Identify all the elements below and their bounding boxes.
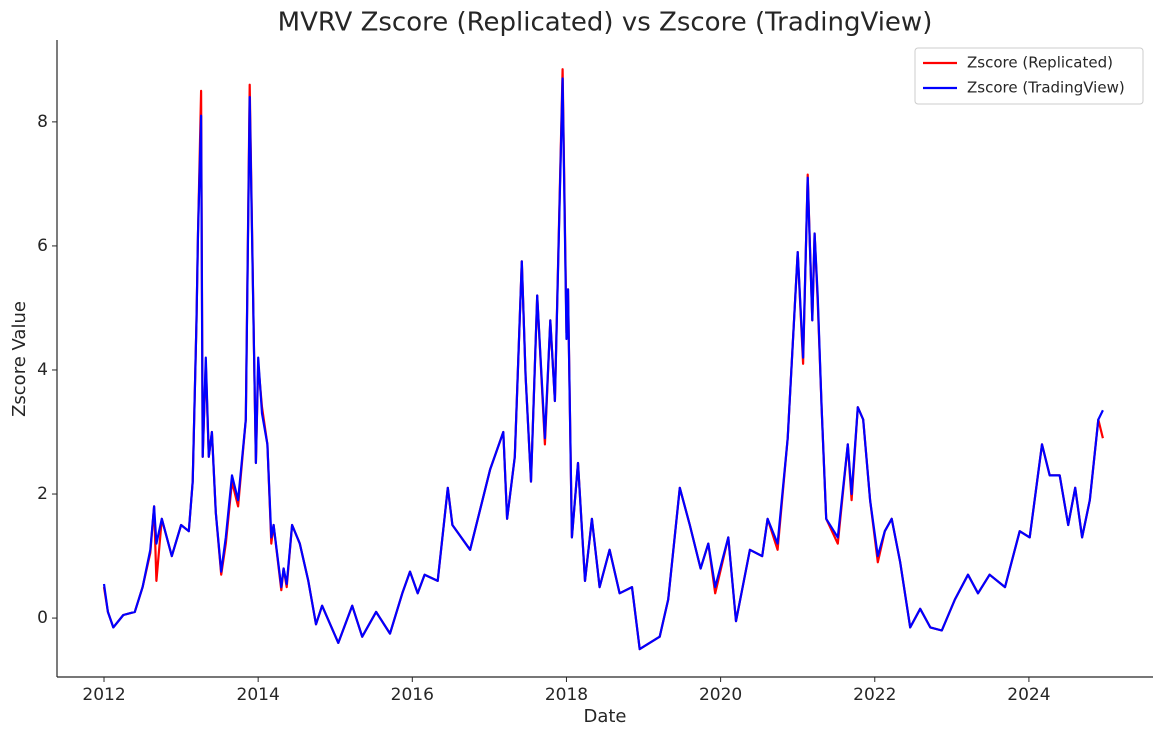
y-tick-label: 6 bbox=[37, 236, 48, 256]
series-line bbox=[102, 77, 1104, 651]
legend-box bbox=[914, 47, 1144, 105]
x-tick-label: 2012 bbox=[82, 685, 125, 705]
x-tick-label: 2014 bbox=[237, 685, 280, 705]
y-tick-label: 2 bbox=[37, 484, 48, 504]
x-tick-label: 2016 bbox=[391, 685, 434, 705]
x-tick-label: 2018 bbox=[545, 685, 588, 705]
y-tick-label: 4 bbox=[37, 360, 48, 380]
chart-title: MVRV Zscore (Replicated) vs Zscore (Trad… bbox=[278, 8, 933, 38]
x-axis-label: Date bbox=[583, 706, 626, 727]
legend-label: Zscore (TradingView) bbox=[967, 79, 1125, 97]
legend-label: Zscore (Replicated) bbox=[967, 54, 1113, 72]
legend: Zscore (Replicated) Zscore (TradingView) bbox=[914, 47, 1144, 105]
x-tick-label: 2024 bbox=[1007, 685, 1050, 705]
y-tick-label: 8 bbox=[37, 112, 48, 132]
x-tick-label: 2020 bbox=[699, 685, 742, 705]
y-tick-label: 0 bbox=[37, 608, 48, 628]
y-axis-label: Zscore Value bbox=[9, 301, 30, 417]
x-tick-label: 2022 bbox=[853, 685, 896, 705]
